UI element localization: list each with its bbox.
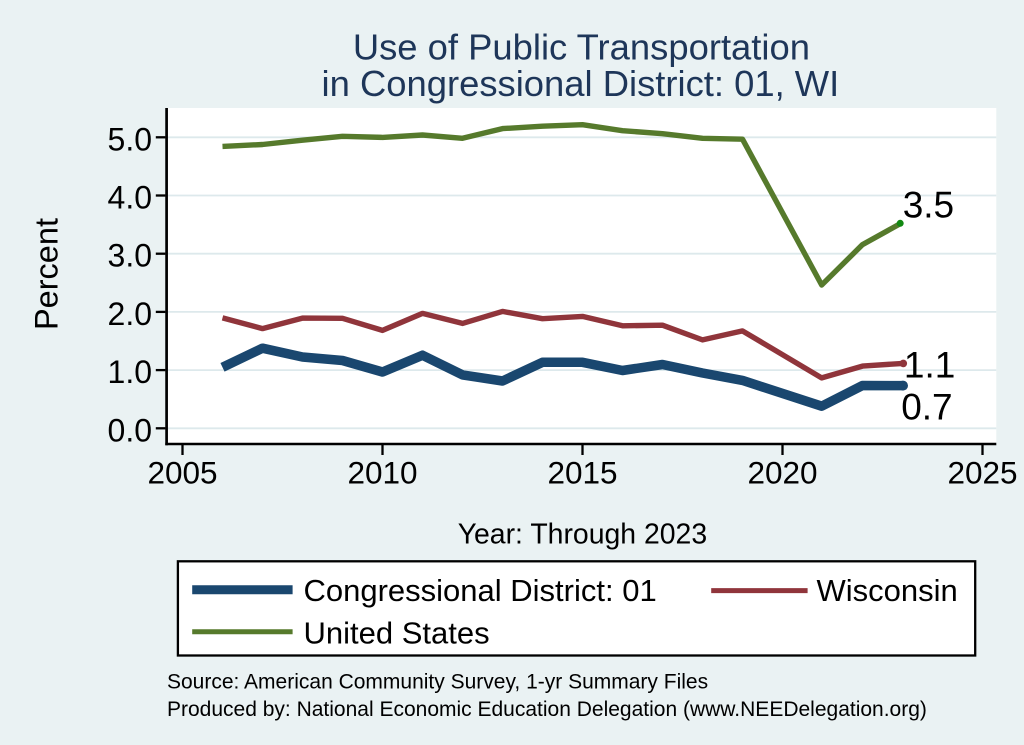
svg-text:3.0: 3.0 bbox=[108, 238, 152, 274]
svg-text:Source: American Community Sur: Source: American Community Survey, 1-yr … bbox=[167, 671, 708, 694]
svg-text:Use of Public Transportation: Use of Public Transportation bbox=[353, 26, 810, 67]
svg-text:3.5: 3.5 bbox=[903, 185, 954, 226]
svg-text:5.0: 5.0 bbox=[108, 121, 152, 157]
svg-text:Wisconsin: Wisconsin bbox=[817, 573, 958, 608]
svg-text:2015: 2015 bbox=[547, 454, 617, 490]
svg-text:2020: 2020 bbox=[747, 454, 817, 490]
svg-text:4.0: 4.0 bbox=[108, 180, 152, 216]
svg-text:0.7: 0.7 bbox=[901, 386, 952, 427]
svg-text:2005: 2005 bbox=[147, 454, 217, 490]
svg-text:2010: 2010 bbox=[347, 454, 417, 490]
svg-text:in Congressional District: 01,: in Congressional District: 01, WI bbox=[322, 63, 840, 104]
svg-text:1.1: 1.1 bbox=[904, 345, 955, 386]
svg-text:Congressional District: 01: Congressional District: 01 bbox=[304, 573, 657, 608]
svg-text:0.0: 0.0 bbox=[108, 412, 152, 448]
svg-text:2025: 2025 bbox=[947, 454, 1017, 490]
svg-text:United States: United States bbox=[304, 615, 490, 650]
svg-text:Percent: Percent bbox=[29, 218, 65, 330]
svg-text:Year: Through 2023: Year: Through 2023 bbox=[458, 519, 707, 551]
svg-text:2.0: 2.0 bbox=[108, 296, 152, 332]
svg-text:Produced by: National Economic: Produced by: National Economic Education… bbox=[167, 698, 927, 721]
svg-text:1.0: 1.0 bbox=[108, 354, 152, 390]
